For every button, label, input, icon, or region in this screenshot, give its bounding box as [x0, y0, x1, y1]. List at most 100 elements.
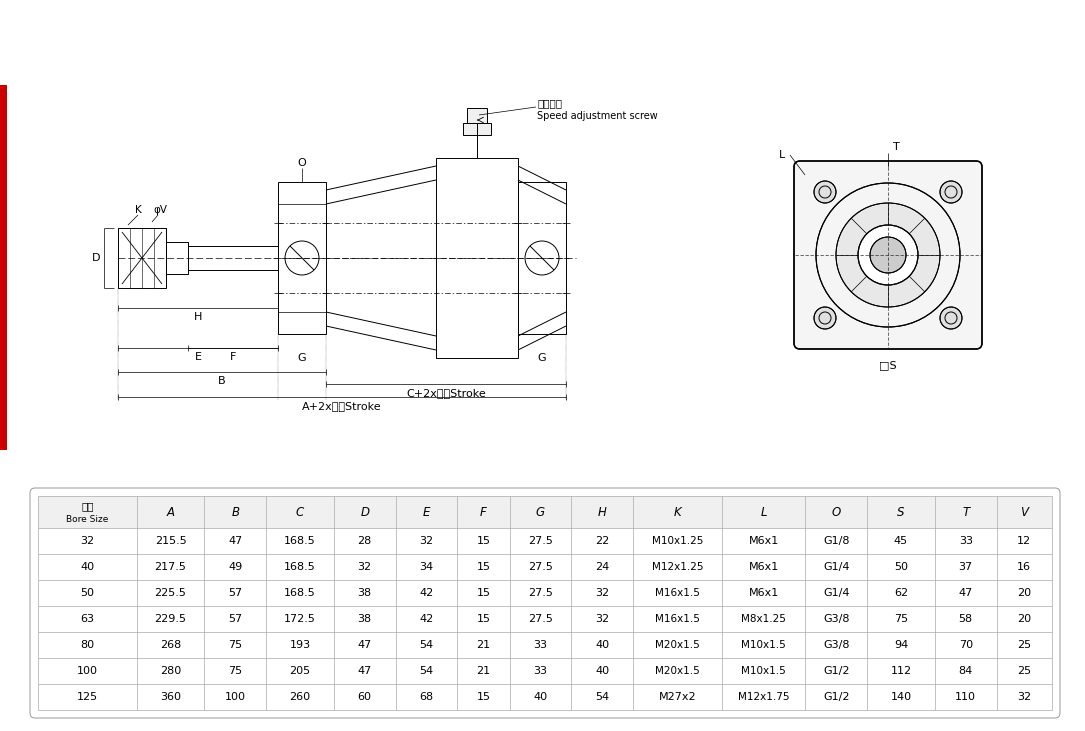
Text: 27.5: 27.5	[528, 562, 553, 572]
Text: 33: 33	[534, 666, 547, 676]
Text: 12: 12	[1018, 536, 1032, 546]
Text: 49: 49	[228, 562, 242, 572]
Text: M12x1.75: M12x1.75	[738, 692, 790, 702]
Text: M6x1: M6x1	[749, 536, 779, 546]
Text: 15: 15	[476, 536, 490, 546]
Text: G1/8: G1/8	[824, 536, 850, 546]
Text: 217.5: 217.5	[154, 562, 187, 572]
Text: 47: 47	[228, 536, 242, 546]
Bar	[0, 85, 7, 450]
Text: 37: 37	[959, 562, 973, 572]
Text: G1/2: G1/2	[824, 666, 850, 676]
Text: 38: 38	[358, 614, 372, 624]
Text: 20: 20	[1018, 614, 1032, 624]
Text: 54: 54	[419, 666, 433, 676]
Text: 15: 15	[476, 562, 490, 572]
Text: M12x1.25: M12x1.25	[652, 562, 703, 572]
Text: 42: 42	[419, 588, 434, 598]
Text: 57: 57	[228, 588, 242, 598]
Bar	[518, 182, 566, 334]
Text: F: F	[480, 506, 487, 518]
Text: 100: 100	[225, 692, 245, 702]
Text: 40: 40	[595, 640, 609, 650]
Text: 34: 34	[419, 562, 433, 572]
Text: C: C	[296, 506, 304, 518]
Text: M27x2: M27x2	[659, 692, 697, 702]
Circle shape	[814, 307, 837, 329]
Text: Speed adjustment screw: Speed adjustment screw	[537, 111, 658, 121]
Text: 32: 32	[358, 562, 372, 572]
Text: 168.5: 168.5	[284, 536, 316, 546]
Text: M6x1: M6x1	[749, 588, 779, 598]
Text: 360: 360	[159, 692, 181, 702]
Text: 57: 57	[228, 614, 242, 624]
Text: D: D	[92, 253, 100, 263]
Text: 80: 80	[80, 640, 94, 650]
Bar	[38, 496, 1052, 528]
Text: 15: 15	[476, 692, 490, 702]
Text: G: G	[536, 506, 545, 518]
Text: 47: 47	[958, 588, 973, 598]
Text: K: K	[674, 506, 681, 518]
Text: 25: 25	[1018, 640, 1032, 650]
Text: E: E	[194, 352, 202, 362]
Text: 32: 32	[419, 536, 433, 546]
Text: L: L	[779, 150, 786, 160]
Text: 15: 15	[476, 588, 490, 598]
Text: 75: 75	[894, 614, 908, 624]
Text: φV: φV	[153, 205, 167, 215]
Text: M20x1.5: M20x1.5	[655, 666, 700, 676]
Text: M10x1.5: M10x1.5	[741, 640, 787, 650]
Text: 40: 40	[595, 666, 609, 676]
Text: G1/4: G1/4	[824, 562, 850, 572]
Text: 32: 32	[595, 614, 609, 624]
Text: 110: 110	[955, 692, 976, 702]
Text: 调速螺钉: 调速螺钉	[537, 98, 562, 108]
Circle shape	[837, 203, 940, 307]
Text: 20: 20	[1018, 588, 1032, 598]
Text: 63: 63	[80, 614, 94, 624]
Text: 229.5: 229.5	[154, 614, 187, 624]
Circle shape	[858, 225, 918, 285]
Text: 24: 24	[595, 562, 609, 572]
Text: 140: 140	[891, 692, 911, 702]
Text: M16x1.5: M16x1.5	[655, 614, 700, 624]
Text: 215.5: 215.5	[155, 536, 187, 546]
Text: O: O	[297, 158, 306, 168]
Text: 60: 60	[358, 692, 372, 702]
Text: 75: 75	[228, 640, 242, 650]
Text: 172.5: 172.5	[284, 614, 316, 624]
Text: B: B	[231, 506, 240, 518]
Bar	[278, 182, 326, 334]
Text: F: F	[230, 352, 237, 362]
Circle shape	[814, 181, 837, 203]
Bar	[463, 123, 492, 135]
Circle shape	[816, 183, 960, 327]
Text: Bore Size: Bore Size	[66, 515, 108, 523]
Text: E: E	[423, 506, 430, 518]
Text: 225.5: 225.5	[154, 588, 187, 598]
Text: G3/8: G3/8	[824, 614, 850, 624]
Text: G1/4: G1/4	[824, 588, 850, 598]
Text: 27.5: 27.5	[528, 536, 553, 546]
Text: 260: 260	[290, 692, 310, 702]
Text: 168.5: 168.5	[284, 588, 316, 598]
Text: 84: 84	[958, 666, 973, 676]
Text: 168.5: 168.5	[284, 562, 316, 572]
Text: 100: 100	[77, 666, 98, 676]
Text: G: G	[297, 353, 306, 363]
Text: H: H	[598, 506, 607, 518]
Text: 58: 58	[959, 614, 973, 624]
Text: B: B	[218, 376, 226, 386]
Text: 38: 38	[358, 588, 372, 598]
Text: 112: 112	[891, 666, 911, 676]
Text: 40: 40	[534, 692, 548, 702]
Text: S: S	[897, 506, 905, 518]
Text: 54: 54	[595, 692, 609, 702]
Bar	[118, 228, 166, 288]
Text: 32: 32	[1018, 692, 1032, 702]
Text: M10x1.25: M10x1.25	[652, 536, 703, 546]
Text: 205: 205	[290, 666, 310, 676]
Circle shape	[940, 181, 962, 203]
Text: 21: 21	[476, 666, 490, 676]
